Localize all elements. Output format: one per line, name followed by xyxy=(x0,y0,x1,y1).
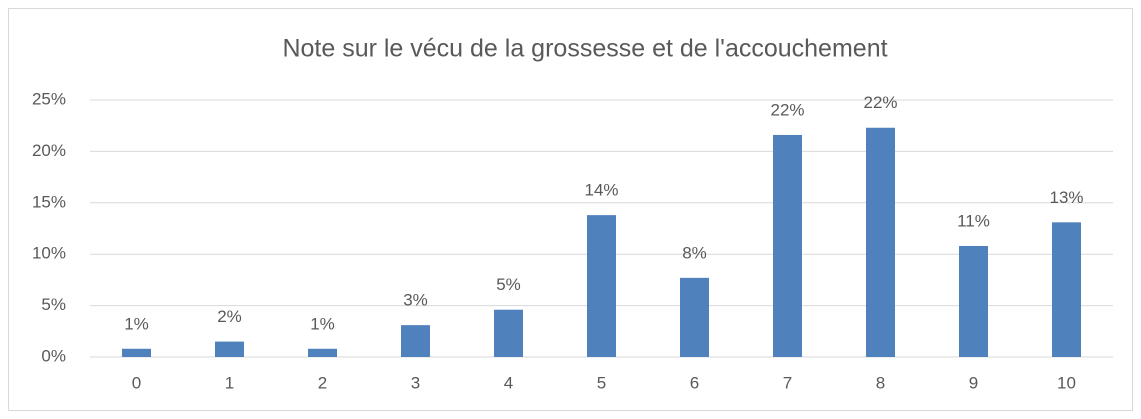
data-label: 1% xyxy=(124,314,149,333)
x-tick-label: 7 xyxy=(783,373,792,392)
data-label: 13% xyxy=(1049,188,1083,207)
data-label: 22% xyxy=(863,93,897,112)
bar xyxy=(1052,222,1081,357)
y-tick-label: 10% xyxy=(32,244,66,263)
data-label: 3% xyxy=(403,291,428,310)
x-tick-label: 2 xyxy=(318,373,327,392)
bar xyxy=(680,277,709,357)
chart-title: Note sur le vécu de la grossesse et de l… xyxy=(282,35,887,63)
data-label: 14% xyxy=(584,181,618,200)
x-tick-label: 9 xyxy=(969,373,978,392)
x-tick-label: 8 xyxy=(876,373,885,392)
y-tick-label: 5% xyxy=(41,295,66,314)
bar xyxy=(587,215,616,357)
bar xyxy=(494,309,523,357)
x-tick-label: 6 xyxy=(690,373,699,392)
y-tick-label: 0% xyxy=(41,346,66,365)
bar xyxy=(401,325,430,357)
x-tick-label: 1 xyxy=(225,373,234,392)
bar xyxy=(959,245,988,357)
x-tick-label: 3 xyxy=(411,373,420,392)
data-label: 22% xyxy=(770,100,804,119)
data-label: 11% xyxy=(957,211,990,230)
x-tick-label: 10 xyxy=(1057,373,1076,392)
chart-border xyxy=(8,8,1133,411)
y-tick-label: 20% xyxy=(32,141,66,160)
data-label: 5% xyxy=(496,275,521,294)
bar xyxy=(773,134,802,357)
bar xyxy=(215,341,244,357)
x-tick-label: 4 xyxy=(504,373,513,392)
bar xyxy=(866,127,895,357)
x-tick-label: 0 xyxy=(132,373,141,392)
bar xyxy=(308,348,337,357)
data-label: 1% xyxy=(310,314,335,333)
y-tick-label: 15% xyxy=(32,192,66,211)
data-label: 8% xyxy=(682,243,707,262)
data-label: 2% xyxy=(217,307,242,326)
y-tick-label: 25% xyxy=(32,89,66,108)
bar xyxy=(122,348,151,357)
x-tick-label: 5 xyxy=(597,373,606,392)
